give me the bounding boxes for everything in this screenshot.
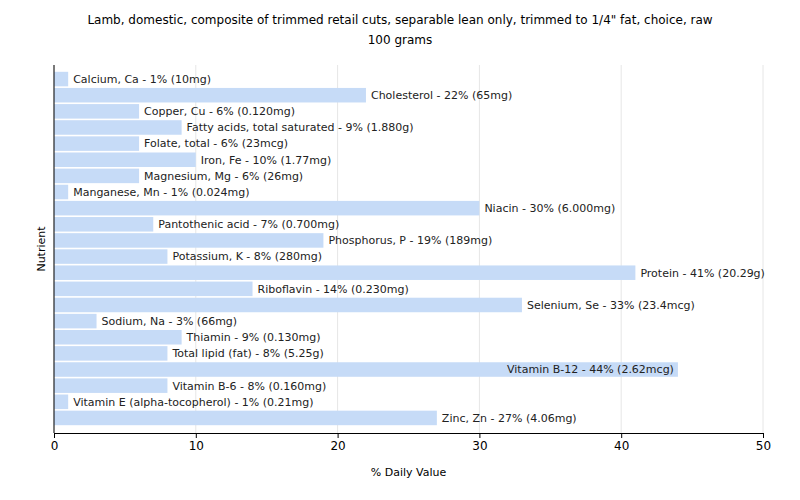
- bar: [54, 395, 68, 410]
- data-label: Riboflavin - 14% (0.230mg): [258, 283, 409, 296]
- data-label: Fatty acids, total saturated - 9% (1.880…: [187, 121, 414, 134]
- x-tick: 10: [189, 433, 204, 453]
- bar: [54, 282, 253, 297]
- data-label: Iron, Fe - 10% (1.77mg): [201, 154, 331, 167]
- subtitle: 100 grams: [368, 33, 433, 47]
- bar: [54, 88, 366, 103]
- data-label: Phosphorus, P - 19% (189mg): [328, 234, 492, 247]
- data-label: Cholesterol - 22% (65mg): [371, 89, 512, 102]
- y-axis-line: [54, 65, 55, 433]
- bar: [54, 120, 182, 135]
- bar: [54, 265, 635, 280]
- x-axis-line: [55, 434, 764, 439]
- x-tick-mark: [763, 433, 764, 438]
- data-label: Vitamin B-12 - 44% (2.62mcg): [507, 363, 674, 376]
- data-label: Potassium, K - 8% (280mg): [172, 250, 322, 263]
- data-label: Folate, total - 6% (23mcg): [144, 137, 288, 150]
- x-axis-title: % Daily Value: [371, 466, 447, 479]
- x-tick-label: 10: [189, 439, 204, 453]
- bar: [54, 330, 182, 345]
- grid-line: [337, 65, 338, 433]
- x-tick-label: 0: [51, 439, 59, 453]
- data-labels: Calcium, Ca - 1% (10mg) Cholesterol - 22%…: [73, 73, 765, 425]
- bar: [54, 104, 139, 119]
- x-tick-label: 30: [472, 439, 487, 453]
- data-label: Zinc, Zn - 27% (4.06mg): [442, 412, 577, 425]
- bar: [54, 185, 68, 200]
- data-label: Thiamin - 9% (0.130mg): [186, 331, 321, 344]
- data-label: Total lipid (fat) - 8% (5.25g): [171, 347, 323, 360]
- bars: [54, 72, 678, 425]
- bar: [54, 72, 68, 87]
- x-axis: 0 10 20 30 40 50: [51, 433, 771, 453]
- y-axis: [54, 65, 55, 433]
- bar: [54, 298, 522, 313]
- bar: [54, 152, 196, 167]
- x-tick: 20: [330, 433, 345, 453]
- x-tick-label: 20: [330, 439, 345, 453]
- x-tick-mark: [196, 433, 197, 438]
- data-label: Protein - 41% (20.29g): [640, 267, 765, 280]
- x-tick-label: 40: [614, 439, 629, 453]
- chart: Lamb, domestic, composite of trimmed ret…: [0, 0, 800, 500]
- data-label: Calcium, Ca - 1% (10mg): [73, 73, 211, 86]
- data-label: Copper, Cu - 6% (0.120mg): [144, 105, 295, 118]
- bar: [54, 378, 167, 393]
- bar: [54, 362, 678, 377]
- bar: [54, 314, 97, 329]
- grid-line: [763, 65, 764, 433]
- x-tick-mark: [54, 433, 55, 438]
- data-label: Manganese, Mn - 1% (0.024mg): [73, 186, 249, 199]
- grid: [54, 65, 763, 433]
- y-axis-title: Nutrient: [35, 226, 48, 272]
- grid-line: [479, 65, 480, 433]
- data-label: Vitamin B-6 - 8% (0.160mg): [172, 380, 326, 393]
- bar: [54, 346, 167, 361]
- bar: [54, 201, 479, 216]
- bar: [54, 233, 323, 248]
- title: Lamb, domestic, composite of trimmed ret…: [87, 13, 712, 27]
- grid-line: [621, 65, 622, 433]
- data-label: Niacin - 30% (6.000mg): [484, 202, 615, 215]
- x-tick: 40: [614, 433, 629, 453]
- x-tick-mark: [338, 433, 339, 438]
- x-tick-mark: [621, 433, 622, 438]
- bar: [54, 411, 437, 426]
- bar: [54, 136, 139, 151]
- x-tick: 30: [472, 433, 487, 453]
- data-label: Pantothenic acid - 7% (0.700mg): [158, 218, 339, 231]
- x-tick-label: 50: [756, 439, 771, 453]
- x-tick: 0: [51, 433, 59, 453]
- bar: [54, 169, 139, 184]
- x-tick-mark: [479, 433, 480, 438]
- data-label: Vitamin E (alpha-tocopherol) - 1% (0.21m…: [73, 396, 313, 409]
- grid-line: [54, 65, 55, 433]
- grid-line: [195, 65, 196, 433]
- data-label: Sodium, Na - 3% (66mg): [102, 315, 238, 328]
- data-label: Selenium, Se - 33% (23.4mcg): [527, 299, 695, 312]
- data-label: Magnesium, Mg - 6% (26mg): [144, 170, 303, 183]
- x-tick: 50: [756, 433, 771, 453]
- bar: [54, 249, 167, 264]
- bar: [54, 217, 153, 232]
